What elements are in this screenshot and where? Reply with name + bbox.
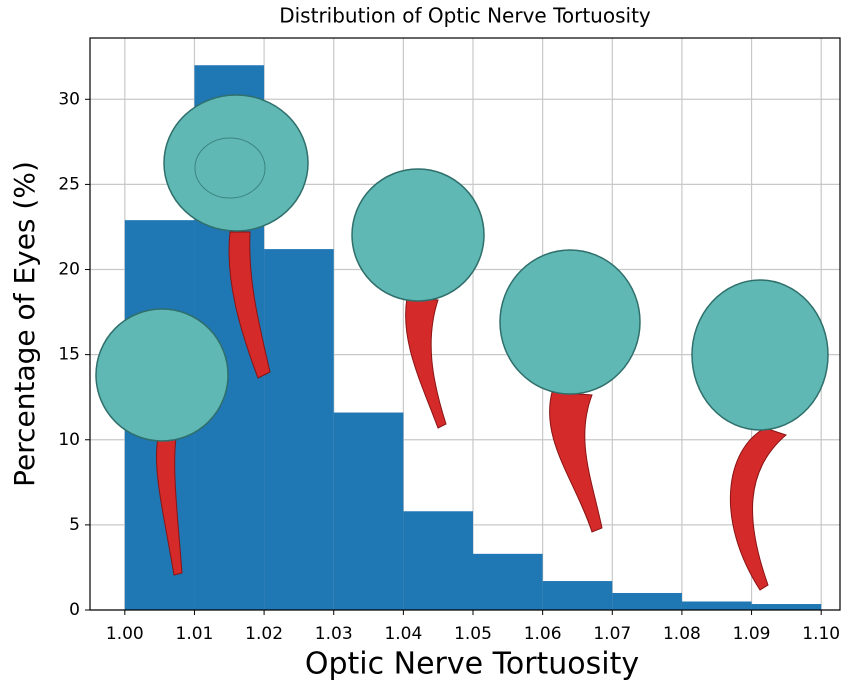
x-tick-label: 1.09 bbox=[733, 624, 771, 644]
y-tick-label: 25 bbox=[58, 174, 80, 194]
x-tick-label: 1.03 bbox=[315, 624, 353, 644]
bar bbox=[751, 604, 822, 610]
x-tick-label: 1.07 bbox=[593, 624, 631, 644]
eyeball bbox=[691, 279, 829, 431]
eyeball bbox=[95, 308, 229, 442]
y-axis-label: Percentage of Eyes (%) bbox=[8, 161, 41, 487]
y-tick-label: 20 bbox=[58, 260, 80, 280]
ticks: 0 5 10 15 20 25 30 1.00 1.01 1.02 1.03 1.04 1.05 1.06… bbox=[58, 89, 840, 644]
x-tick-label: 1.05 bbox=[454, 624, 492, 644]
plot-frame bbox=[89, 37, 841, 611]
x-tick-label: 1.00 bbox=[106, 624, 144, 644]
bar bbox=[403, 511, 474, 610]
x-axis-label: Optic Nerve Tortuosity bbox=[305, 647, 639, 682]
optic-nerve bbox=[155, 437, 183, 576]
eyeball bbox=[499, 249, 641, 395]
x-tick-label: 1.04 bbox=[384, 624, 422, 644]
x-tick-label: 1.10 bbox=[802, 624, 840, 644]
optic-nerve bbox=[549, 391, 603, 533]
bar bbox=[333, 412, 404, 610]
optic-nerve bbox=[729, 427, 787, 591]
optic-nerve bbox=[228, 231, 271, 379]
chart-title: Distribution of Optic Nerve Tortuosity bbox=[279, 4, 651, 28]
eye-illustrations bbox=[95, 94, 829, 591]
eyeball-detail bbox=[194, 137, 266, 199]
x-tick-label: 1.01 bbox=[176, 624, 214, 644]
bar bbox=[264, 249, 334, 610]
eyeball bbox=[351, 168, 485, 302]
y-tick-label: 5 bbox=[69, 515, 80, 535]
x-tick-label: 1.06 bbox=[524, 624, 562, 644]
x-tick-label: 1.02 bbox=[245, 624, 283, 644]
bar bbox=[612, 592, 682, 610]
eyeball bbox=[163, 94, 309, 232]
y-tick-label: 10 bbox=[58, 430, 80, 450]
y-tick-label: 15 bbox=[58, 345, 80, 365]
bar bbox=[473, 553, 543, 610]
optic-nerve bbox=[405, 297, 447, 429]
x-tick-label: 1.08 bbox=[663, 624, 701, 644]
y-tick-label: 0 bbox=[69, 600, 80, 620]
bar bbox=[542, 581, 613, 610]
bar bbox=[681, 601, 752, 610]
y-tick-label: 30 bbox=[58, 89, 80, 109]
